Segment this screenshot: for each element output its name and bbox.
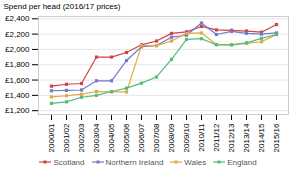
svg-text:Spend per head (2016/17 prices: Spend per head (2016/17 prices) (4, 2, 121, 11)
svg-text:£1,400: £1,400 (5, 91, 30, 100)
svg-text:£2,200: £2,200 (5, 30, 30, 39)
html-text:Northern Ireland: Northern Ireland (105, 157, 164, 167)
svg-text:2007/08: 2007/08 (152, 123, 161, 152)
html-text:Wales: Wales (184, 157, 207, 167)
svg-text:£2,400: £2,400 (5, 14, 30, 23)
svg-text:2010/11: 2010/11 (197, 123, 206, 152)
svg-text:£1,600: £1,600 (5, 76, 30, 85)
svg-text:2015/16: 2015/16 (272, 123, 281, 152)
svg-text:2005/06: 2005/06 (122, 123, 131, 152)
svg-text:2003/04: 2003/04 (92, 123, 101, 152)
svg-text:2000/01: 2000/01 (47, 123, 56, 152)
svg-text:£2,000: £2,000 (5, 45, 30, 54)
svg-text:2001/02: 2001/02 (62, 123, 71, 152)
svg-text:£1,800: £1,800 (5, 60, 30, 69)
html-text:Scotland: Scotland (53, 157, 85, 167)
svg-text:2002/03: 2002/03 (77, 123, 86, 152)
svg-text:2008/09: 2008/09 (167, 123, 176, 152)
svg-text:2009/10: 2009/10 (182, 123, 191, 152)
svg-text:2004/05: 2004/05 (107, 123, 116, 152)
svg-text:2006/07: 2006/07 (137, 123, 146, 152)
html-text:England: England (227, 157, 257, 167)
svg-text:2014/15: 2014/15 (257, 123, 266, 152)
svg-text:2011/12: 2011/12 (212, 123, 221, 152)
svg-text:2012/13: 2012/13 (227, 123, 236, 152)
svg-text:2013/14: 2013/14 (242, 123, 251, 152)
svg-text:£1,200: £1,200 (5, 106, 30, 115)
